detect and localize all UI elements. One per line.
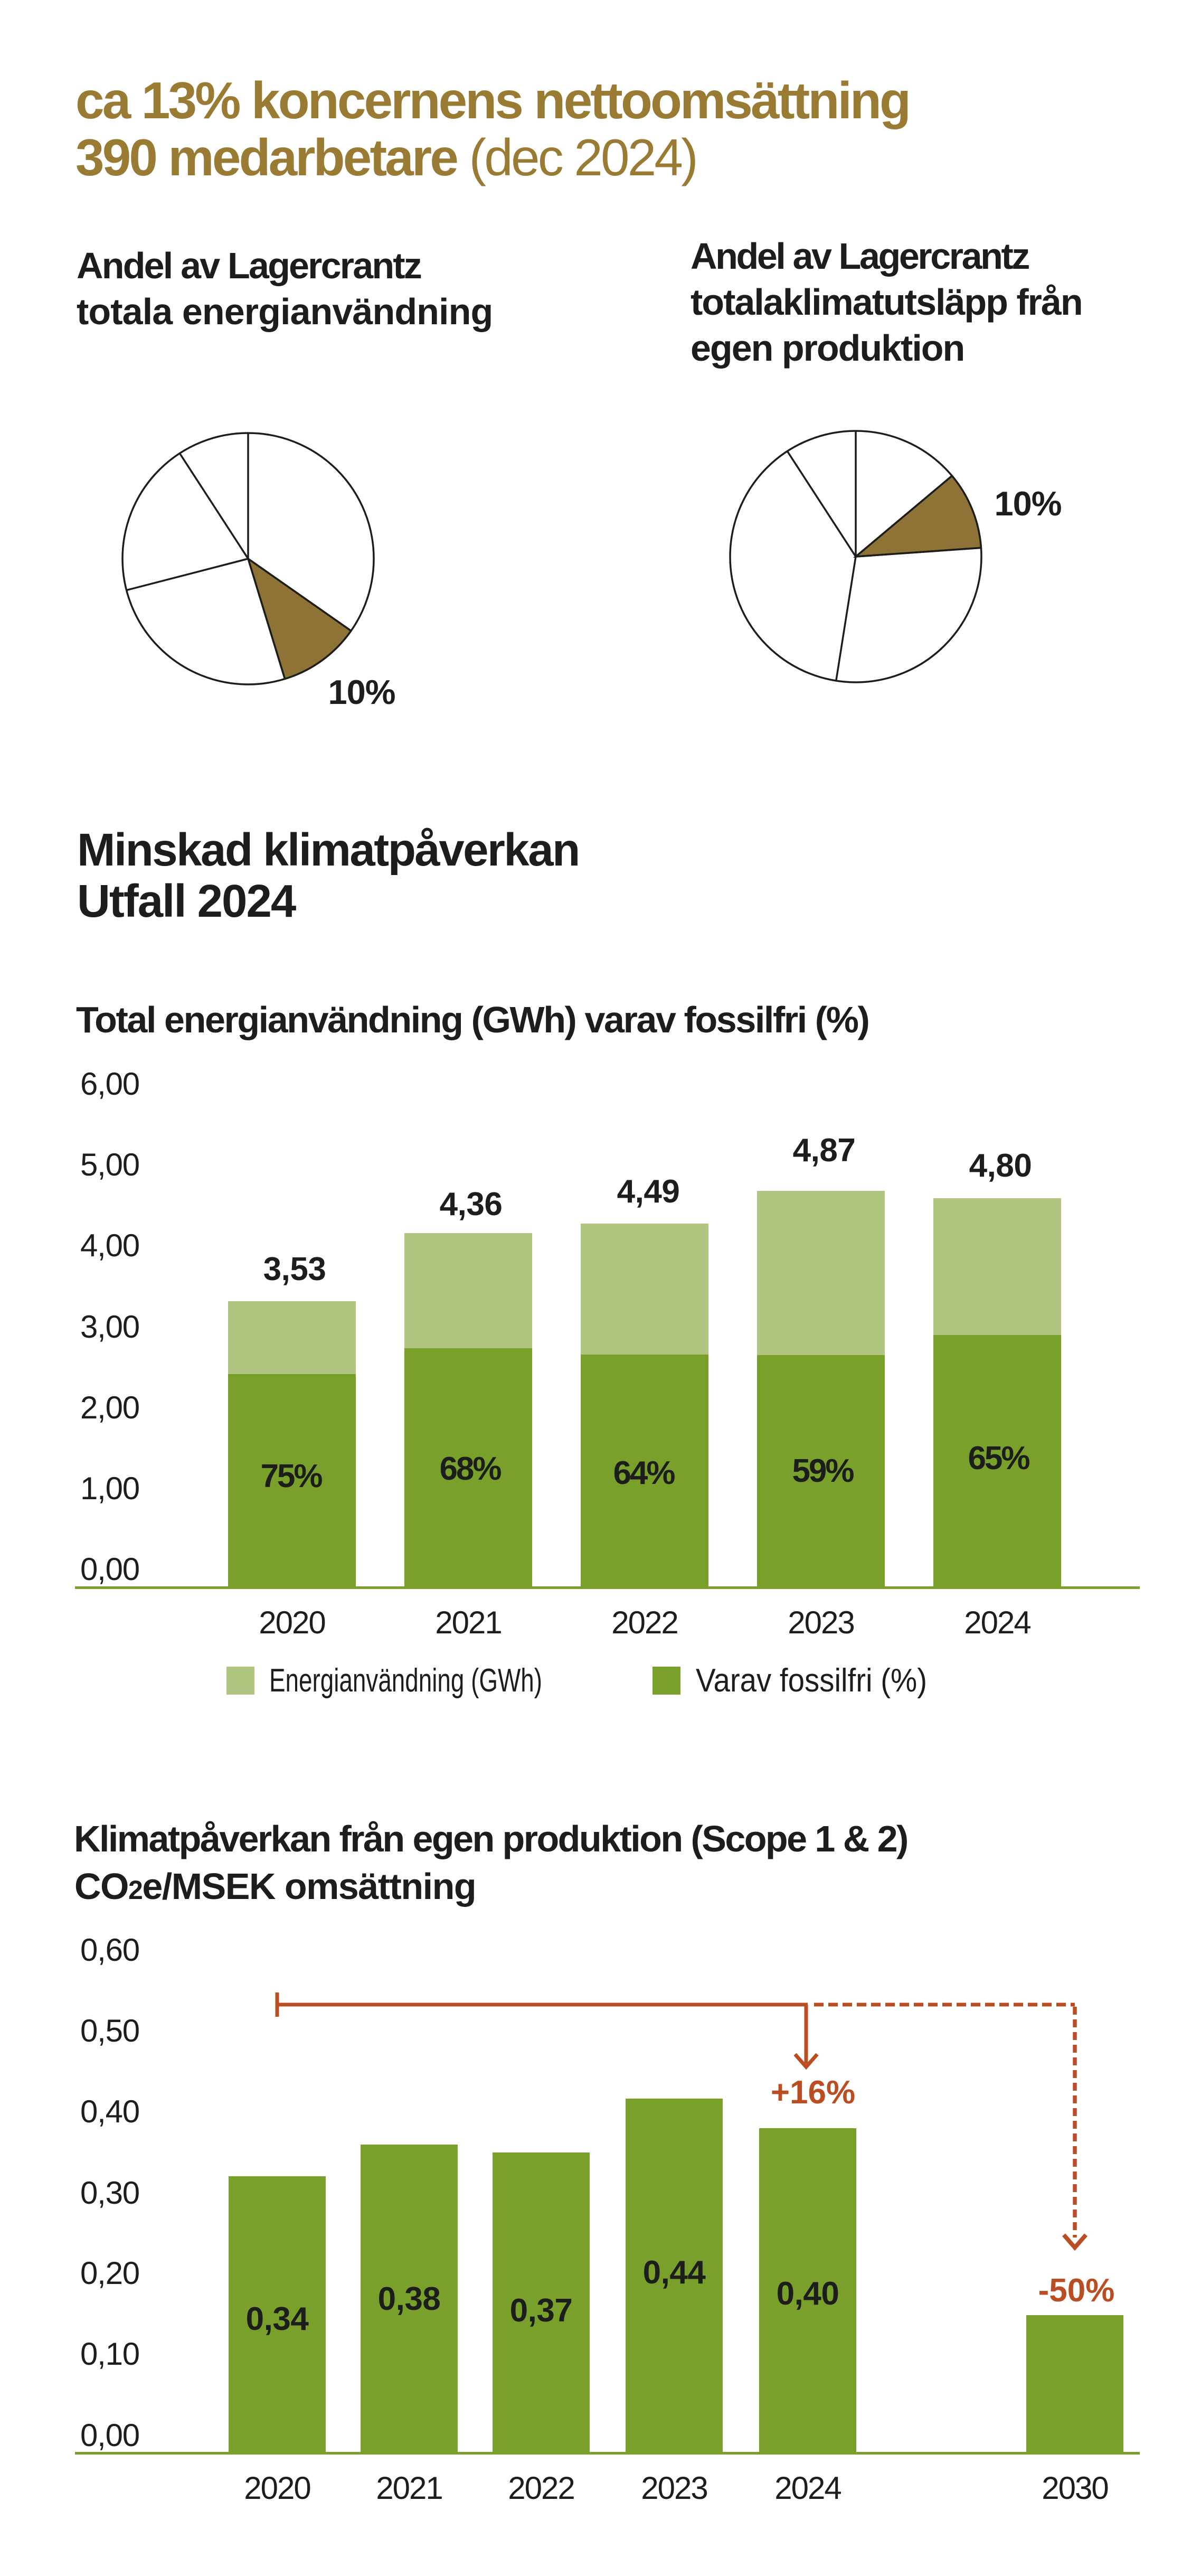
svg-text:2020: 2020 bbox=[244, 2470, 310, 2506]
svg-text:64%: 64% bbox=[613, 1455, 675, 1491]
svg-text:totalaklimatutsläpp från: totalaklimatutsläpp från bbox=[691, 281, 1082, 323]
svg-text:65%: 65% bbox=[968, 1440, 1029, 1477]
svg-text:0,10: 0,10 bbox=[80, 2336, 139, 2372]
svg-text:2022: 2022 bbox=[611, 1605, 677, 1640]
svg-text:0,20: 0,20 bbox=[80, 2255, 139, 2291]
svg-text:0,40: 0,40 bbox=[80, 2094, 139, 2129]
svg-text:Total energianvändning (GWh) v: Total energianvändning (GWh) varav fossi… bbox=[76, 999, 868, 1040]
svg-text:6,00: 6,00 bbox=[80, 1066, 139, 1102]
svg-text:+16%: +16% bbox=[771, 2074, 855, 2111]
svg-text:4,80: 4,80 bbox=[969, 1148, 1032, 1184]
svg-text:Klimatpåverkan från egen produ: Klimatpåverkan från egen produktion (Sco… bbox=[74, 1818, 907, 1859]
svg-text:2021: 2021 bbox=[376, 2470, 442, 2506]
svg-text:3,53: 3,53 bbox=[263, 1251, 326, 1287]
svg-text:390 medarbetare (dec 2024): 390 medarbetare (dec 2024) bbox=[75, 128, 696, 186]
svg-text:Varav fossilfri (%): Varav fossilfri (%) bbox=[696, 1662, 927, 1699]
svg-text:0,00: 0,00 bbox=[80, 2418, 139, 2453]
svg-text:10%: 10% bbox=[328, 673, 395, 711]
svg-text:59%: 59% bbox=[792, 1453, 854, 1489]
svg-text:3,00: 3,00 bbox=[80, 1309, 139, 1345]
svg-text:2021: 2021 bbox=[435, 1605, 501, 1640]
svg-text:4,87: 4,87 bbox=[793, 1132, 856, 1169]
svg-text:75%: 75% bbox=[260, 1458, 322, 1494]
svg-text:Utfall 2024: Utfall 2024 bbox=[77, 876, 296, 927]
svg-text:2020: 2020 bbox=[259, 1605, 325, 1640]
svg-text:2023: 2023 bbox=[788, 1605, 854, 1640]
svg-text:egen produktion: egen produktion bbox=[691, 327, 964, 369]
svg-text:0,30: 0,30 bbox=[80, 2175, 139, 2211]
svg-text:2030: 2030 bbox=[1042, 2470, 1108, 2506]
svg-text:0,00: 0,00 bbox=[80, 1552, 139, 1587]
svg-text:2022: 2022 bbox=[508, 2470, 574, 2506]
svg-text:Minskad klimatpåverkan: Minskad klimatpåverkan bbox=[77, 824, 579, 876]
svg-text:4,36: 4,36 bbox=[440, 1186, 503, 1223]
svg-text:Andel av Lagercrantz: Andel av Lagercrantz bbox=[77, 245, 421, 286]
svg-text:Andel av Lagercrantz: Andel av Lagercrantz bbox=[691, 236, 1029, 277]
svg-text:CO2e/MSEK omsättning: CO2e/MSEK omsättning bbox=[74, 1866, 476, 1907]
svg-text:1,00: 1,00 bbox=[80, 1471, 139, 1506]
svg-text:2024: 2024 bbox=[964, 1605, 1030, 1640]
svg-text:2024: 2024 bbox=[774, 2470, 841, 2506]
svg-text:0,50: 0,50 bbox=[80, 2013, 139, 2048]
svg-text:0,60: 0,60 bbox=[80, 1932, 139, 1968]
svg-text:totala energianvändning: totala energianvändning bbox=[77, 291, 493, 332]
svg-text:0,38: 0,38 bbox=[378, 2281, 441, 2317]
svg-text:5,00: 5,00 bbox=[80, 1147, 139, 1182]
svg-text:0,34: 0,34 bbox=[246, 2301, 309, 2337]
svg-text:0,40: 0,40 bbox=[777, 2276, 839, 2312]
svg-text:10%: 10% bbox=[994, 484, 1061, 523]
svg-text:4,49: 4,49 bbox=[617, 1173, 680, 1210]
svg-text:Energianvändning (GWh): Energianvändning (GWh) bbox=[269, 1662, 542, 1699]
svg-text:4,00: 4,00 bbox=[80, 1228, 139, 1263]
svg-text:0,44: 0,44 bbox=[643, 2254, 706, 2291]
svg-text:68%: 68% bbox=[439, 1451, 501, 1487]
svg-text:-50%: -50% bbox=[1038, 2272, 1115, 2309]
svg-text:0,37: 0,37 bbox=[510, 2292, 573, 2329]
svg-text:2,00: 2,00 bbox=[80, 1390, 139, 1425]
svg-text:ca 13% koncernens nettoomsättn: ca 13% koncernens nettoomsättning bbox=[75, 71, 909, 129]
svg-text:2023: 2023 bbox=[641, 2470, 707, 2506]
